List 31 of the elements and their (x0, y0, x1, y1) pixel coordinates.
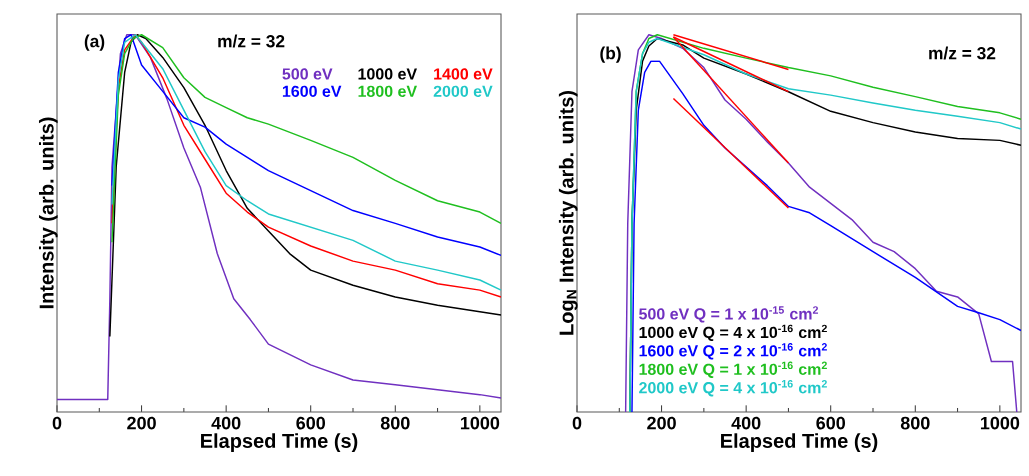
annotation: m/z = 32 (218, 34, 285, 48)
text: 1600 eV (282, 85, 342, 97)
annotation: m/z = 32 (929, 46, 996, 60)
x-axis-title: Elapsed Time (s) (201, 433, 358, 452)
y-axis-title: Intensity (arb. units) (38, 117, 58, 309)
annotation: (a) (84, 34, 105, 51)
x-tick-label: 800 (900, 416, 930, 430)
series-label: 1000 eV Q = 4 x 10$^{-16}$ cm$^{2}$ (639, 324, 827, 342)
x-tick-label: 1000 (460, 416, 500, 430)
text: 2000 eV (433, 85, 493, 97)
text: 1800 eV (358, 85, 417, 97)
x-tick-label: 0 (52, 416, 62, 430)
x-tick-label: 800 (380, 416, 410, 430)
text: 1400 eV (434, 68, 493, 80)
x-tick-label: 1000 (980, 416, 1020, 430)
x-tick-label: 200 (127, 416, 156, 430)
x-tick-label: 600 (816, 416, 845, 430)
x-tick-label: 0 (572, 416, 582, 430)
x-axis-title: Elapsed Time (s) (721, 433, 878, 452)
series-label: 1600 eV Q = 2 x 10$^{-16}$ cm$^{2}$ (639, 343, 827, 360)
x-tick-label: 600 (296, 416, 325, 430)
series-label: 500 eV Q = 1 x 10$^{-15}$ cm$^{2}$ (639, 306, 819, 323)
text: 1000 eV (358, 68, 417, 80)
y-axis-title: Log$_{N}$ Intensity (arb. units) (558, 91, 578, 335)
series-label: 1800 eV Q = 1 x 10$^{-16}$ cm$^{2}$ (639, 361, 827, 378)
series-label: 2000 eV Q = 4 x 10$^{-16}$ cm$^{2}$ (639, 380, 827, 397)
x-tick-label: 400 (211, 416, 241, 430)
text: 500 eV (282, 68, 333, 80)
annotation: (b) (600, 46, 621, 63)
x-tick-label: 400 (731, 416, 761, 430)
x-tick-label: 200 (647, 416, 676, 430)
